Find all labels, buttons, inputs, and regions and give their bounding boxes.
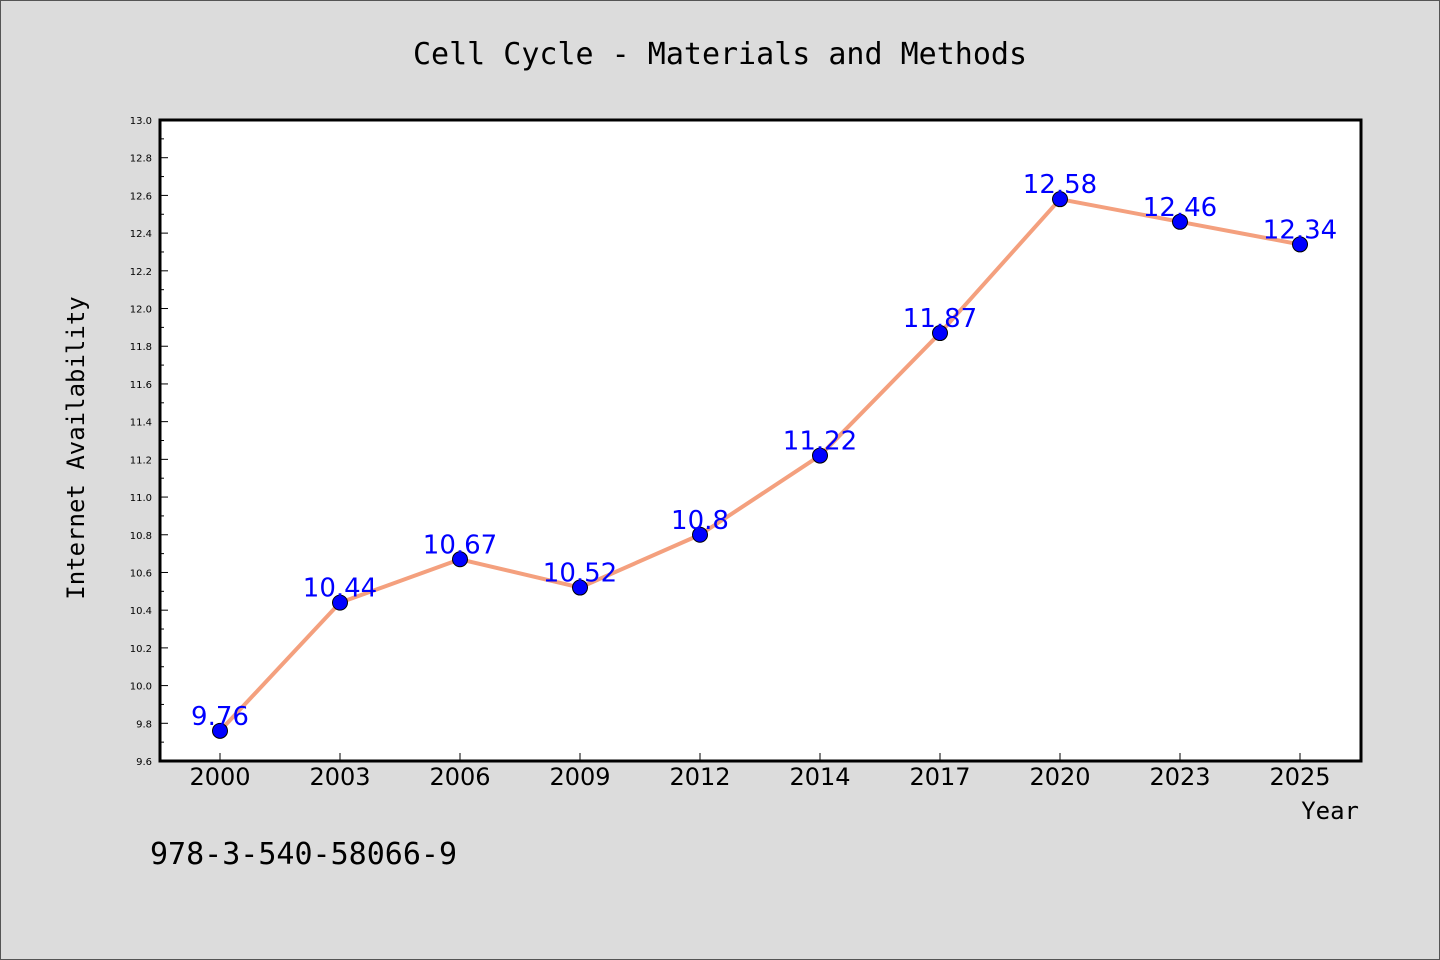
chart-title: Cell Cycle - Materials and Methods [413,37,1027,72]
data-label: 10.44 [303,574,377,604]
series-line-group [212,191,1308,739]
data-label: 11.22 [783,427,857,457]
series-line [218,197,1301,733]
data-label: 12.46 [1143,193,1217,223]
data-label: 12.58 [1023,170,1097,200]
x-tick-label: 2009 [549,763,610,791]
data-label: 9.76 [191,702,249,732]
x-tick-label: 2025 [1269,763,1330,791]
data-point [812,447,828,464]
y-tick-label: 10.2 [130,644,152,655]
y-tick-label: 10.6 [130,568,152,579]
footnote-isbn: 978-3-540-58066-9 [150,837,457,872]
x-axis-label: Year [1301,797,1359,825]
y-tick-label: 10.0 [130,682,152,693]
x-tick-label: 2017 [909,763,970,791]
data-point [572,579,588,596]
y-tick-label: 10.4 [130,606,152,617]
y-tick-label: 12.6 [130,191,152,202]
y-tick-label: 11.2 [130,455,152,466]
y-tick-label: 12.0 [130,305,152,316]
x-tick-label: 2023 [1149,763,1210,791]
data-point [932,325,948,342]
y-tick-label: 12.8 [130,154,152,165]
data-labels: 9.76 10.44 10.67 10.52 10.8 11.22 11.87 12.58 12… [191,170,1337,732]
plot-area [158,118,1363,763]
data-point [452,551,468,568]
data-label: 10.67 [423,530,497,560]
data-point [212,722,228,739]
data-point [1052,191,1068,208]
x-tick-label: 2020 [1029,763,1090,791]
y-tick-label: 13.0 [130,116,152,127]
x-tick-label: 2012 [669,763,730,791]
y-axis: 9.6 9.8 10.0 10.2 10.4 10.6 10.8 11.0 11.2 11.4 11… [130,116,168,768]
y-tick-label: 11.8 [130,342,152,353]
x-tick-label: 2003 [309,763,370,791]
y-tick-label: 12.4 [130,229,152,240]
data-point [692,526,708,543]
y-tick-label: 11.6 [130,380,152,391]
y-tick-label: 9.6 [136,757,152,768]
data-point [332,594,348,611]
data-label: 10.52 [543,559,617,589]
data-label: 11.87 [903,304,977,334]
y-tick-label: 10.8 [130,531,152,542]
data-point [1172,213,1188,230]
y-tick-label: 11.0 [130,493,152,504]
x-tick-label: 2006 [429,763,490,791]
x-axis: 2000 2003 2006 2009 2012 2014 2017 2020 2023 2025 [189,753,1331,791]
data-label: 10.8 [671,506,729,536]
data-point [1292,236,1308,253]
y-tick-label: 9.8 [136,719,152,730]
y-tick-label: 12.2 [130,267,152,278]
data-label: 12.34 [1263,215,1337,245]
y-axis-label: Internet Availability [62,296,90,599]
y-tick-label: 11.4 [130,418,152,429]
x-tick-label: 2000 [189,763,250,791]
x-tick-label: 2014 [789,763,850,791]
